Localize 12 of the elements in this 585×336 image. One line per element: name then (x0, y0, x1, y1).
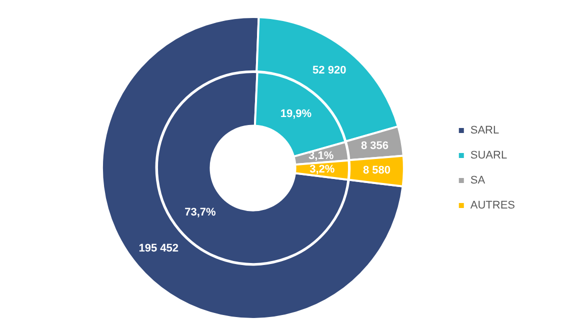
data-label: 19,9% (280, 108, 312, 120)
data-label: 52 920 (312, 64, 346, 77)
data-label: 73,7% (184, 206, 216, 219)
legend-label: SUARL (470, 150, 508, 162)
data-label: 3,2% (310, 164, 335, 176)
legend-label: SA (470, 174, 486, 187)
data-label: 8 356 (360, 140, 389, 152)
legend-label: SARL (470, 124, 500, 137)
data-label: 3,1% (308, 150, 334, 162)
legend-label: AUTRES (470, 200, 516, 212)
data-label: 8 580 (362, 164, 390, 177)
data-label: 195 452 (138, 242, 179, 254)
